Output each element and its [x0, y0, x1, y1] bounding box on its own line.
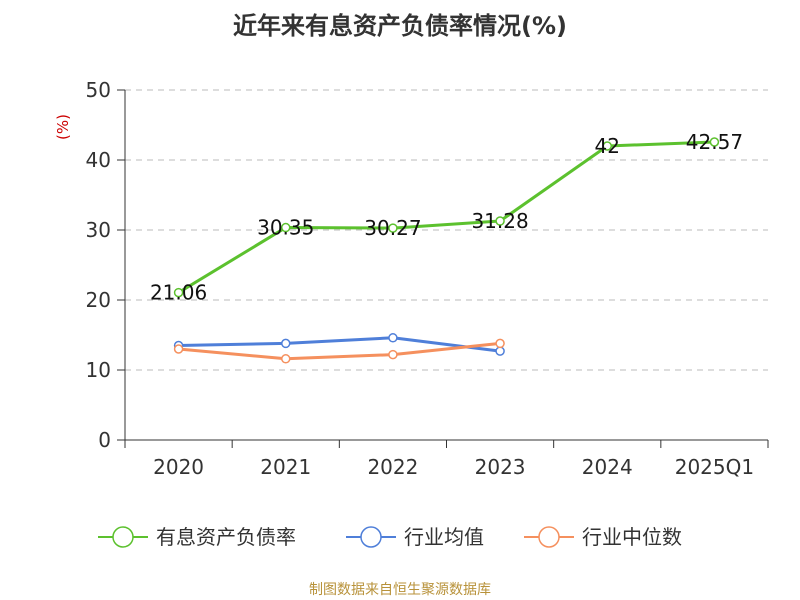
data-point: [709, 137, 720, 147]
data-point: [602, 141, 612, 151]
legend-item: 行业中位数: [524, 525, 682, 549]
series-lines: [173, 137, 720, 364]
legend-item: 有息资产负债率: [98, 525, 296, 549]
x-tick-label: 2025Q1: [675, 455, 754, 479]
data-point: [173, 344, 184, 354]
data-label: 30.27: [364, 216, 421, 240]
y-tick-label: 0: [98, 428, 111, 452]
axes: 0 10 20 30 40 50 2020 2021 2022 2023 2024 2025Q1: [86, 78, 769, 479]
legend-label: 有息资产负债率: [156, 525, 296, 549]
legend: 有息资产负债率 行业均值 行业中位数: [98, 525, 682, 549]
source-note: 制图数据来自恒生聚源数据库: [309, 582, 491, 598]
y-tick-label: 40: [86, 148, 111, 172]
data-point: [388, 223, 398, 233]
data-label: 31.28: [471, 209, 528, 233]
data-point: [173, 287, 184, 298]
series-3: [173, 338, 505, 364]
gridlines: [125, 89, 768, 371]
data-label: 21.06: [150, 281, 207, 305]
data-label: 30.35: [257, 216, 314, 240]
data-point: [388, 333, 398, 343]
legend-marker: [112, 526, 134, 548]
data-point: [281, 338, 291, 349]
legend-label: 行业均值: [404, 525, 484, 549]
data-label: 42: [595, 134, 620, 158]
y-axis-label: (%): [54, 114, 72, 140]
x-tick-label: 2021: [260, 455, 311, 479]
x-tick-label: 2020: [153, 455, 204, 479]
x-tick-label: 2023: [475, 455, 526, 479]
data-labels: 21.06 30.35 30.27 31.28 42 42.57: [150, 130, 743, 305]
legend-item: 行业均值: [346, 525, 484, 549]
series-line: [177, 140, 715, 294]
data-point: [281, 222, 291, 233]
data-point: [495, 338, 505, 349]
series-1: [173, 137, 720, 298]
legend-label: 行业中位数: [582, 525, 682, 549]
series-line: [178, 341, 501, 361]
data-point: [495, 216, 505, 226]
data-point: [388, 349, 398, 360]
data-label: 42.57: [686, 130, 743, 154]
chart-title: 近年来有息资产负债率情况(%): [233, 12, 567, 40]
legend-marker: [538, 526, 560, 548]
x-tick-label: 2024: [582, 455, 633, 479]
y-tick-label: 10: [86, 358, 111, 382]
legend-marker: [360, 526, 382, 548]
x-tick-label: 2022: [367, 455, 418, 479]
y-tick-label: 50: [86, 78, 111, 102]
data-point: [281, 354, 291, 364]
y-tick-label: 20: [86, 288, 111, 312]
series-line: [178, 336, 501, 353]
data-point: [495, 346, 505, 356]
y-tick-label: 30: [86, 218, 111, 242]
